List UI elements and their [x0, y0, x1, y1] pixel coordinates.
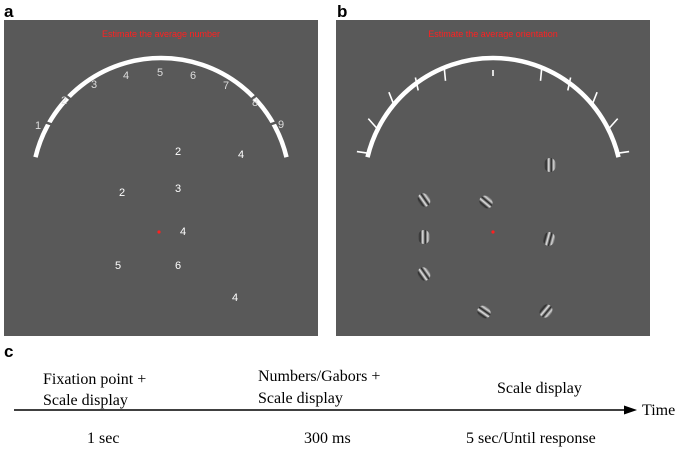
- duration-3: 5 sec/Until response: [466, 430, 596, 447]
- gabor-patch: [417, 193, 431, 207]
- display-number: 2: [119, 187, 125, 199]
- stage1-line2: Scale display: [43, 392, 128, 409]
- number-display-panel: Estimate the average number 1 2 3 4 5 6 …: [4, 20, 318, 336]
- stage3-line1: Scale display: [497, 380, 582, 397]
- stage2-line1: Numbers/Gabors +: [258, 368, 381, 385]
- scale-number-5: 5: [157, 67, 163, 79]
- time-arrowhead: [624, 405, 637, 415]
- scale-number-8: 8: [252, 97, 258, 109]
- orientation-scale-arc: [365, 55, 621, 158]
- orientation-task-instruction: Estimate the average orientation: [428, 29, 558, 39]
- orientation-scale-svg: [356, 55, 630, 319]
- orientation-display-panel: Estimate the average orientation: [336, 20, 650, 336]
- gabor-patch: [417, 267, 431, 281]
- display-number: 6: [175, 260, 181, 272]
- scale-number-2: 2: [61, 95, 67, 107]
- gabor-patch: [479, 195, 493, 209]
- time-arrow: [14, 405, 637, 415]
- fixation-point: [491, 230, 495, 234]
- stage1-line1: Fixation point +: [43, 371, 147, 388]
- scale-number-4: 4: [123, 70, 129, 82]
- gabor-patches: [417, 158, 556, 319]
- display-number: 4: [238, 149, 244, 161]
- gabor-patch: [539, 304, 553, 318]
- panel-label-b: b: [337, 2, 348, 21]
- scale-number-7: 7: [223, 80, 229, 92]
- scale-number-9: 9: [278, 119, 284, 131]
- gabor-patch: [544, 158, 556, 172]
- time-label: Time: [642, 402, 676, 419]
- scale-number-3: 3: [91, 79, 97, 91]
- number-scale-arc: [33, 55, 289, 158]
- duration-2: 300 ms: [304, 430, 351, 447]
- stage2-line2: Scale display: [258, 390, 343, 407]
- display-number: 4: [180, 226, 186, 238]
- display-number: 5: [115, 260, 121, 272]
- panel-label-a: a: [4, 2, 14, 21]
- display-number: 4: [232, 292, 238, 304]
- fixation-point: [157, 230, 161, 234]
- duration-1: 1 sec: [87, 430, 120, 447]
- orientation-ticks: [356, 69, 630, 154]
- number-scale-svg: 1 2 3 4 5 6 7 8 9 2 4 2 3 4 5 6 4: [33, 55, 289, 304]
- number-task-instruction: Estimate the average number: [101, 29, 221, 39]
- gabor-patch: [418, 230, 430, 244]
- gabor-patch: [542, 232, 556, 246]
- number-scale-gaps: [43, 71, 279, 127]
- display-number: 3: [175, 183, 181, 195]
- display-number: 2: [175, 146, 181, 158]
- scale-number-1: 1: [35, 120, 41, 132]
- scale-number-6: 6: [190, 70, 196, 82]
- gabor-patch: [477, 305, 491, 319]
- panel-label-c: c: [4, 342, 14, 361]
